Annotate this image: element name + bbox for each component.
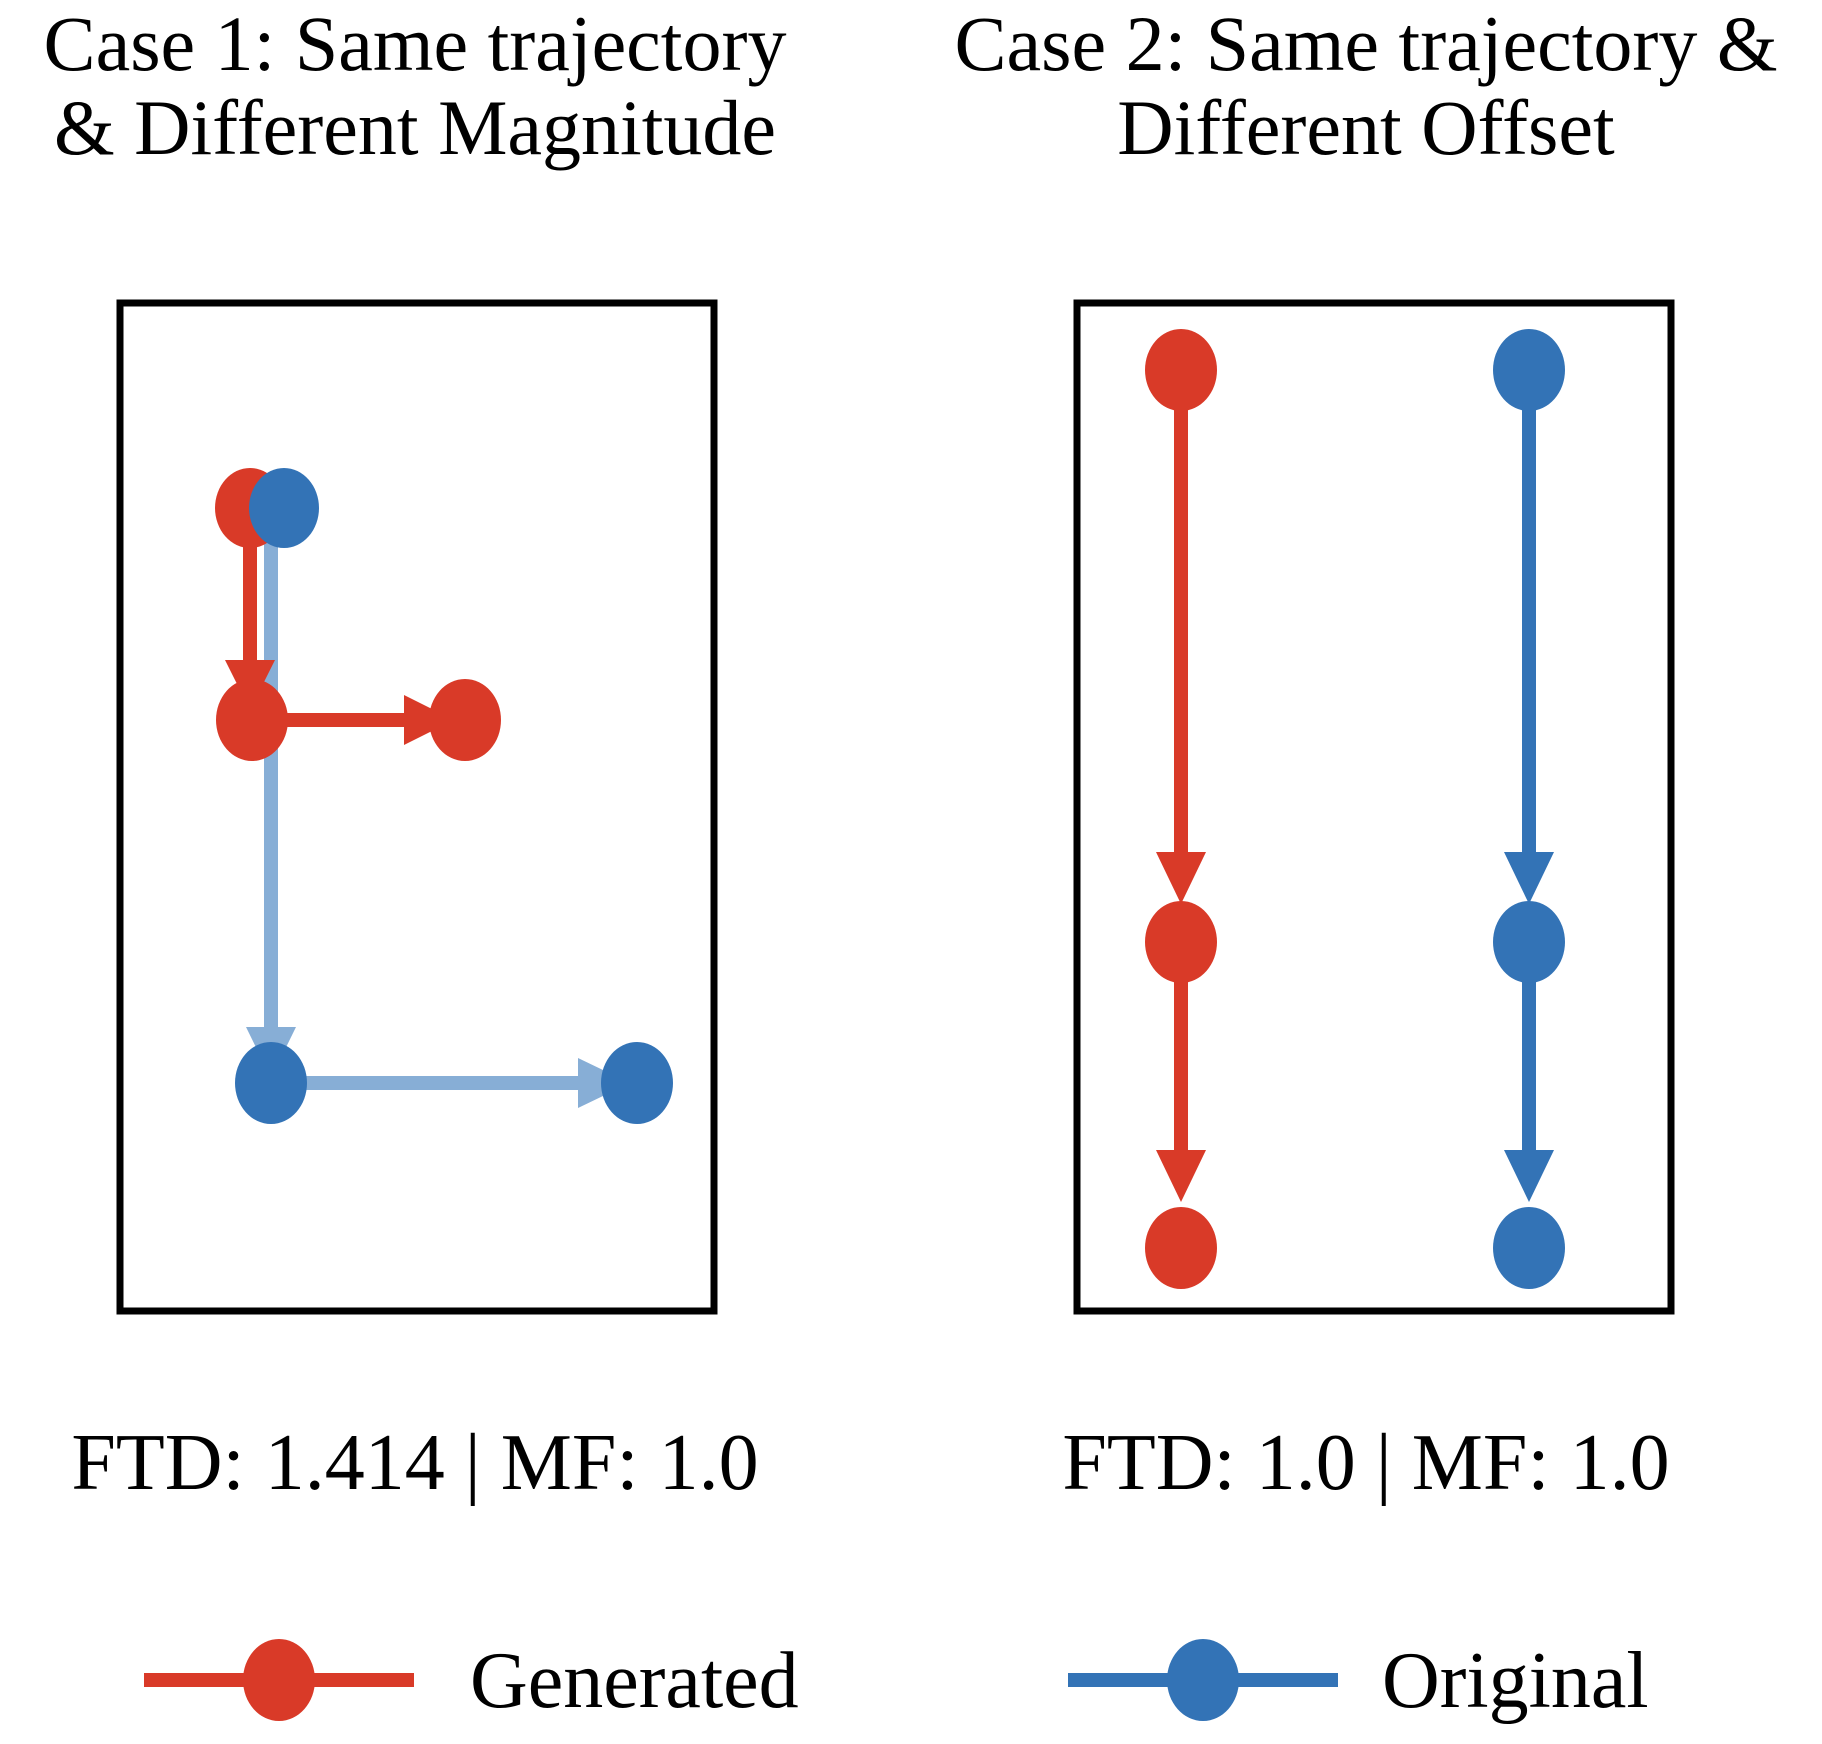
- case2-generated-node-3: [1145, 1207, 1217, 1289]
- case1-frame: [116, 299, 718, 1315]
- legend-original-label: Original: [1382, 1637, 1649, 1725]
- case2-generated-trajectory: [1156, 370, 1206, 1202]
- case2-title: Case 2: Same trajectory & Different Offs…: [954, 0, 1778, 171]
- legend-generated-label: Generated: [470, 1637, 799, 1725]
- case1-original-trajectory: [246, 508, 630, 1108]
- case2-generated-arrowhead-2: [1156, 1150, 1206, 1202]
- legend-original-marker: [1068, 1639, 1338, 1721]
- case2-frame: [1073, 299, 1675, 1315]
- case2-original-arrowhead-2: [1504, 1150, 1554, 1202]
- case1-metrics: FTD: 1.414 | MF: 1.0: [71, 1419, 759, 1507]
- case2-metrics: FTD: 1.0 | MF: 1.0: [1062, 1419, 1670, 1507]
- case1-original-node-3: [601, 1042, 673, 1124]
- case1-panel: [116, 299, 718, 1315]
- case2-generated-node-2: [1145, 901, 1217, 983]
- case2-original-node-2: [1493, 901, 1565, 983]
- case2-generated-node-1: [1145, 329, 1217, 411]
- legend-generated-marker: [144, 1639, 414, 1721]
- case2-original-node-1: [1493, 329, 1565, 411]
- case2-original-node-3: [1493, 1207, 1565, 1289]
- case1-title: Case 1: Same trajectory & Different Magn…: [43, 0, 787, 171]
- case2-original-trajectory: [1504, 370, 1554, 1202]
- case1-original-node-2: [235, 1042, 307, 1124]
- case2-original-arrowhead-1: [1504, 852, 1554, 904]
- case1-generated-node-3: [429, 679, 501, 761]
- case1-original-node-1: [249, 468, 319, 548]
- case2-generated-arrowhead-1: [1156, 852, 1206, 904]
- case2-panel: [1073, 299, 1675, 1315]
- case1-generated-node-2: [216, 679, 288, 761]
